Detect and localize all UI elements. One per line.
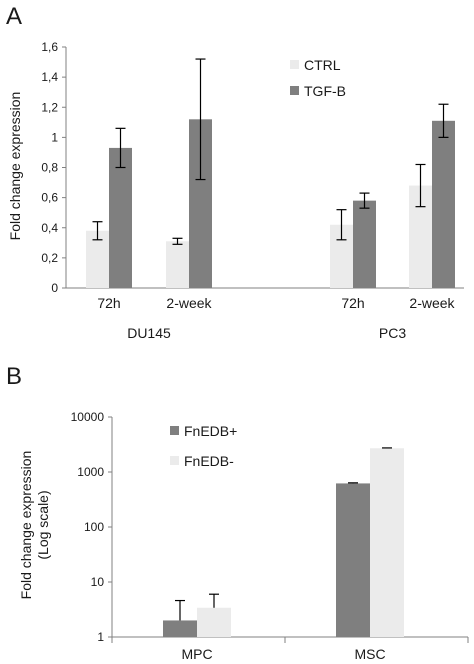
panel-a-legend: CTRL TGF-B <box>290 57 346 99</box>
panel-b-bar-fnedb- <box>336 483 370 637</box>
panel-a-group-label: DU145 <box>127 325 171 341</box>
panel-b-legend-swatch <box>170 456 179 465</box>
panel-b-x-labels: MPC MSC <box>181 646 385 662</box>
panel-b-legend-swatch <box>170 426 179 435</box>
panel-b-y-axis-label-line2: (Log scale) <box>35 490 51 559</box>
panel-a-y-tick-label: 1,2 <box>41 100 58 114</box>
panel-a-legend-swatch <box>290 60 299 69</box>
panel-a-y-ticks: 0 0,2 0,4 0,6 0,8 1 1,2 1,4 1,6 <box>41 40 66 295</box>
panel-a-x-labels: 72h 2-week 72h 2-week DU145 PC3 <box>97 295 455 341</box>
panel-a-bar-tgf-b <box>189 119 212 288</box>
panel-a-legend-label: CTRL <box>304 57 341 73</box>
panel-a-group-label: PC3 <box>379 325 406 341</box>
panel-a-y-tick-label: 1,4 <box>41 70 58 84</box>
panel-a-bar-ctrl <box>86 230 109 288</box>
panel-a-x-tick-label: 72h <box>341 295 364 311</box>
panel-b-error-bars <box>175 447 392 621</box>
panel-b-bar-fnedb- <box>370 448 404 637</box>
panel-a-y-axis-label: Fold change expression <box>7 92 23 241</box>
panel-b-bar-fnedb- <box>197 607 231 637</box>
panel-a-y-tick-label: 0,8 <box>41 161 58 175</box>
panel-a-label: A <box>6 3 22 30</box>
panel-a-x-tick-label: 72h <box>97 295 120 311</box>
panel-b-legend-label: FnEDB+ <box>184 423 237 439</box>
panel-b-label: B <box>6 363 22 390</box>
panel-b-x-tick-label: MSC <box>354 646 385 662</box>
panel-b-axes <box>111 417 469 643</box>
panel-a-legend-label: TGF-B <box>304 83 346 99</box>
panel-b-y-ticks: 1 10 100 1000 10000 <box>71 410 112 644</box>
panel-a-y-tick-label: 0,6 <box>41 191 58 205</box>
panel-a-bars <box>86 119 455 289</box>
panel-a-bar-tgf-b <box>432 120 455 289</box>
panel-a-y-tick-label: 0,4 <box>41 221 58 235</box>
panel-b-legend: FnEDB+ FnEDB- <box>170 423 237 469</box>
panel-a-bar-ctrl <box>166 241 189 288</box>
panel-a-y-tick-label: 0 <box>51 281 58 295</box>
panel-a-x-tick-label: 2-week <box>409 295 455 311</box>
panel-b-x-tick-label: MPC <box>181 646 212 662</box>
panel-b-y-tick-label: 100 <box>84 520 104 534</box>
panel-b-chart: B Fold change expression (Log scale) 1 10… <box>6 363 469 662</box>
panel-a-y-tick-label: 1 <box>51 130 58 144</box>
panel-a-y-tick-label: 0,2 <box>41 251 58 265</box>
panel-a-x-tick-label: 2-week <box>166 295 212 311</box>
panel-b-y-tick-label: 1000 <box>77 465 104 479</box>
panel-a-error-bars <box>92 58 449 245</box>
panel-a-bar-ctrl <box>409 185 432 288</box>
panel-a-legend-swatch <box>290 86 299 95</box>
panel-a-bar-ctrl <box>330 224 353 288</box>
panel-a-bar-tgf-b <box>109 147 132 288</box>
panel-b-bars <box>163 448 404 637</box>
panel-a-bar-tgf-b <box>353 200 376 288</box>
panel-b-y-tick-label: 10000 <box>71 410 105 424</box>
panel-b-legend-label: FnEDB- <box>184 453 234 469</box>
panel-a-chart: A Fold change expression 0 0,2 0,4 0,6 0,8 1 1… <box>6 3 464 341</box>
panel-a-y-tick-label: 1,6 <box>41 40 58 54</box>
panel-b-y-tick-label: 1 <box>97 630 104 644</box>
panel-b-bar-fnedb- <box>163 620 197 637</box>
panel-b-y-axis-label-line1: Fold change expression <box>18 451 34 600</box>
panel-b-y-tick-label: 10 <box>91 575 105 589</box>
